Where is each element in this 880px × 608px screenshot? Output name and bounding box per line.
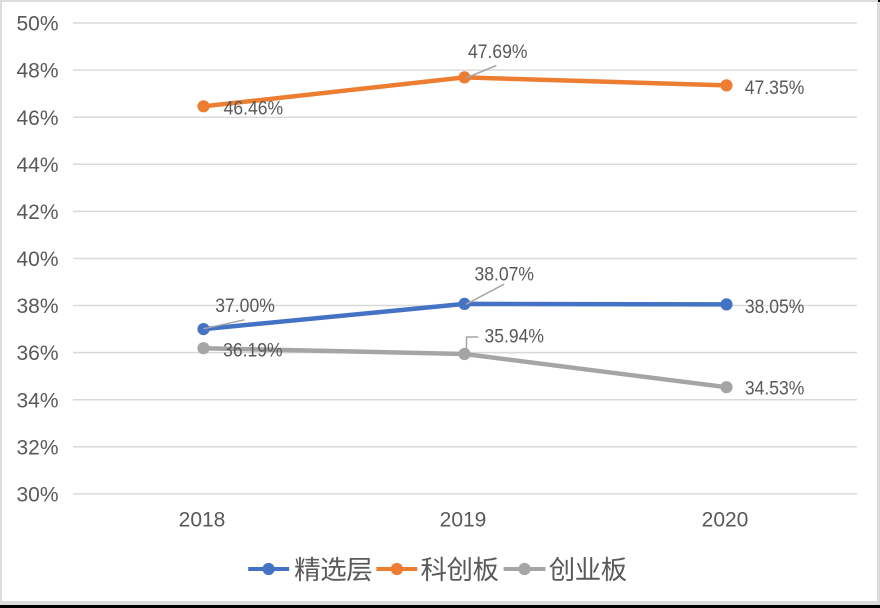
- svg-text:36.19%: 36.19%: [223, 339, 283, 361]
- svg-text:40%: 40%: [16, 248, 58, 271]
- svg-text:35.94%: 35.94%: [485, 325, 545, 347]
- svg-text:36%: 36%: [16, 342, 58, 365]
- svg-text:32%: 32%: [16, 436, 58, 459]
- svg-text:38.07%: 38.07%: [475, 263, 535, 285]
- svg-text:38%: 38%: [16, 295, 58, 318]
- svg-text:37.00%: 37.00%: [215, 295, 274, 317]
- svg-text:2018: 2018: [179, 509, 226, 532]
- svg-text:48%: 48%: [16, 60, 58, 83]
- svg-text:42%: 42%: [16, 201, 58, 224]
- svg-text:47.35%: 47.35%: [745, 77, 805, 99]
- svg-text:2019: 2019: [440, 509, 487, 532]
- svg-text:38.05%: 38.05%: [745, 296, 805, 318]
- svg-text:2020: 2020: [702, 509, 749, 532]
- svg-text:34.53%: 34.53%: [745, 377, 805, 399]
- svg-text:30%: 30%: [16, 484, 58, 507]
- svg-text:46%: 46%: [16, 107, 58, 130]
- svg-text:46.46%: 46.46%: [224, 97, 284, 119]
- svg-text:47.69%: 47.69%: [468, 41, 528, 63]
- svg-text:50%: 50%: [16, 13, 58, 36]
- svg-text:44%: 44%: [16, 154, 58, 177]
- svg-text:34%: 34%: [16, 389, 58, 412]
